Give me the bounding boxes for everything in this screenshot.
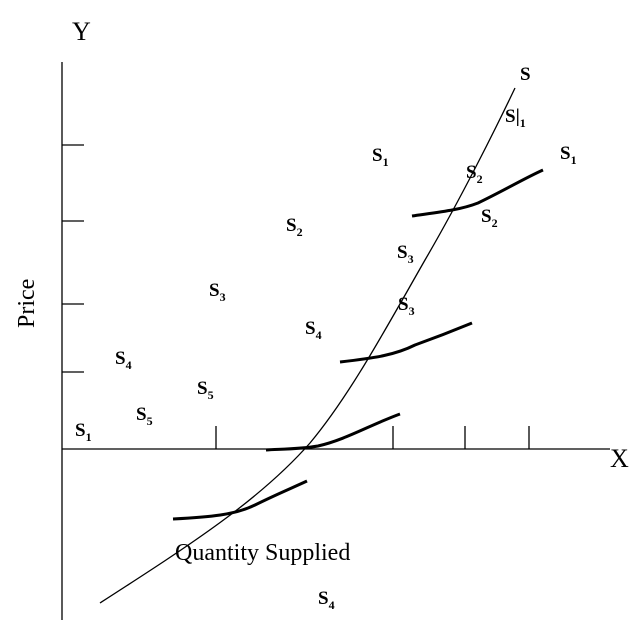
short-run-supply-segment-3 bbox=[265, 412, 401, 452]
supply-label-s1: S5 bbox=[136, 404, 153, 428]
long-run-supply-curve bbox=[99, 87, 516, 604]
short-run-supply-segment-1 bbox=[411, 168, 544, 218]
supply-label-s2: S2 bbox=[481, 206, 498, 230]
supply-label-s1: S1 bbox=[75, 420, 92, 444]
supply-label-s3: S3 bbox=[398, 294, 415, 318]
supply-label-s-bar1: S|1 bbox=[505, 106, 526, 130]
supply-label-s2: S2 bbox=[466, 162, 483, 186]
supply-label-s: S bbox=[520, 64, 531, 85]
x-axis-title: Quantity Supplied bbox=[175, 540, 350, 566]
supply-label-s5: S5 bbox=[197, 378, 214, 402]
supply-label-s4: S4 bbox=[318, 588, 335, 612]
supply-label-s4: S4 bbox=[115, 348, 132, 372]
x-axis-letter: X bbox=[610, 444, 629, 473]
supply-label-s1: S1 bbox=[372, 145, 389, 169]
y-axis-letter: Y bbox=[72, 17, 91, 46]
supply-label-s2: S2 bbox=[286, 215, 303, 239]
y-axis-title: Price bbox=[14, 279, 40, 328]
supply-label-s3: S3 bbox=[397, 242, 414, 266]
short-run-supply-segment-4 bbox=[172, 479, 308, 521]
supply-label-s4: S4 bbox=[305, 318, 322, 342]
short-run-supply-segment-2 bbox=[339, 321, 473, 364]
supply-label-s3: S3 bbox=[209, 280, 226, 304]
supply-label-s1: S1 bbox=[560, 143, 577, 167]
